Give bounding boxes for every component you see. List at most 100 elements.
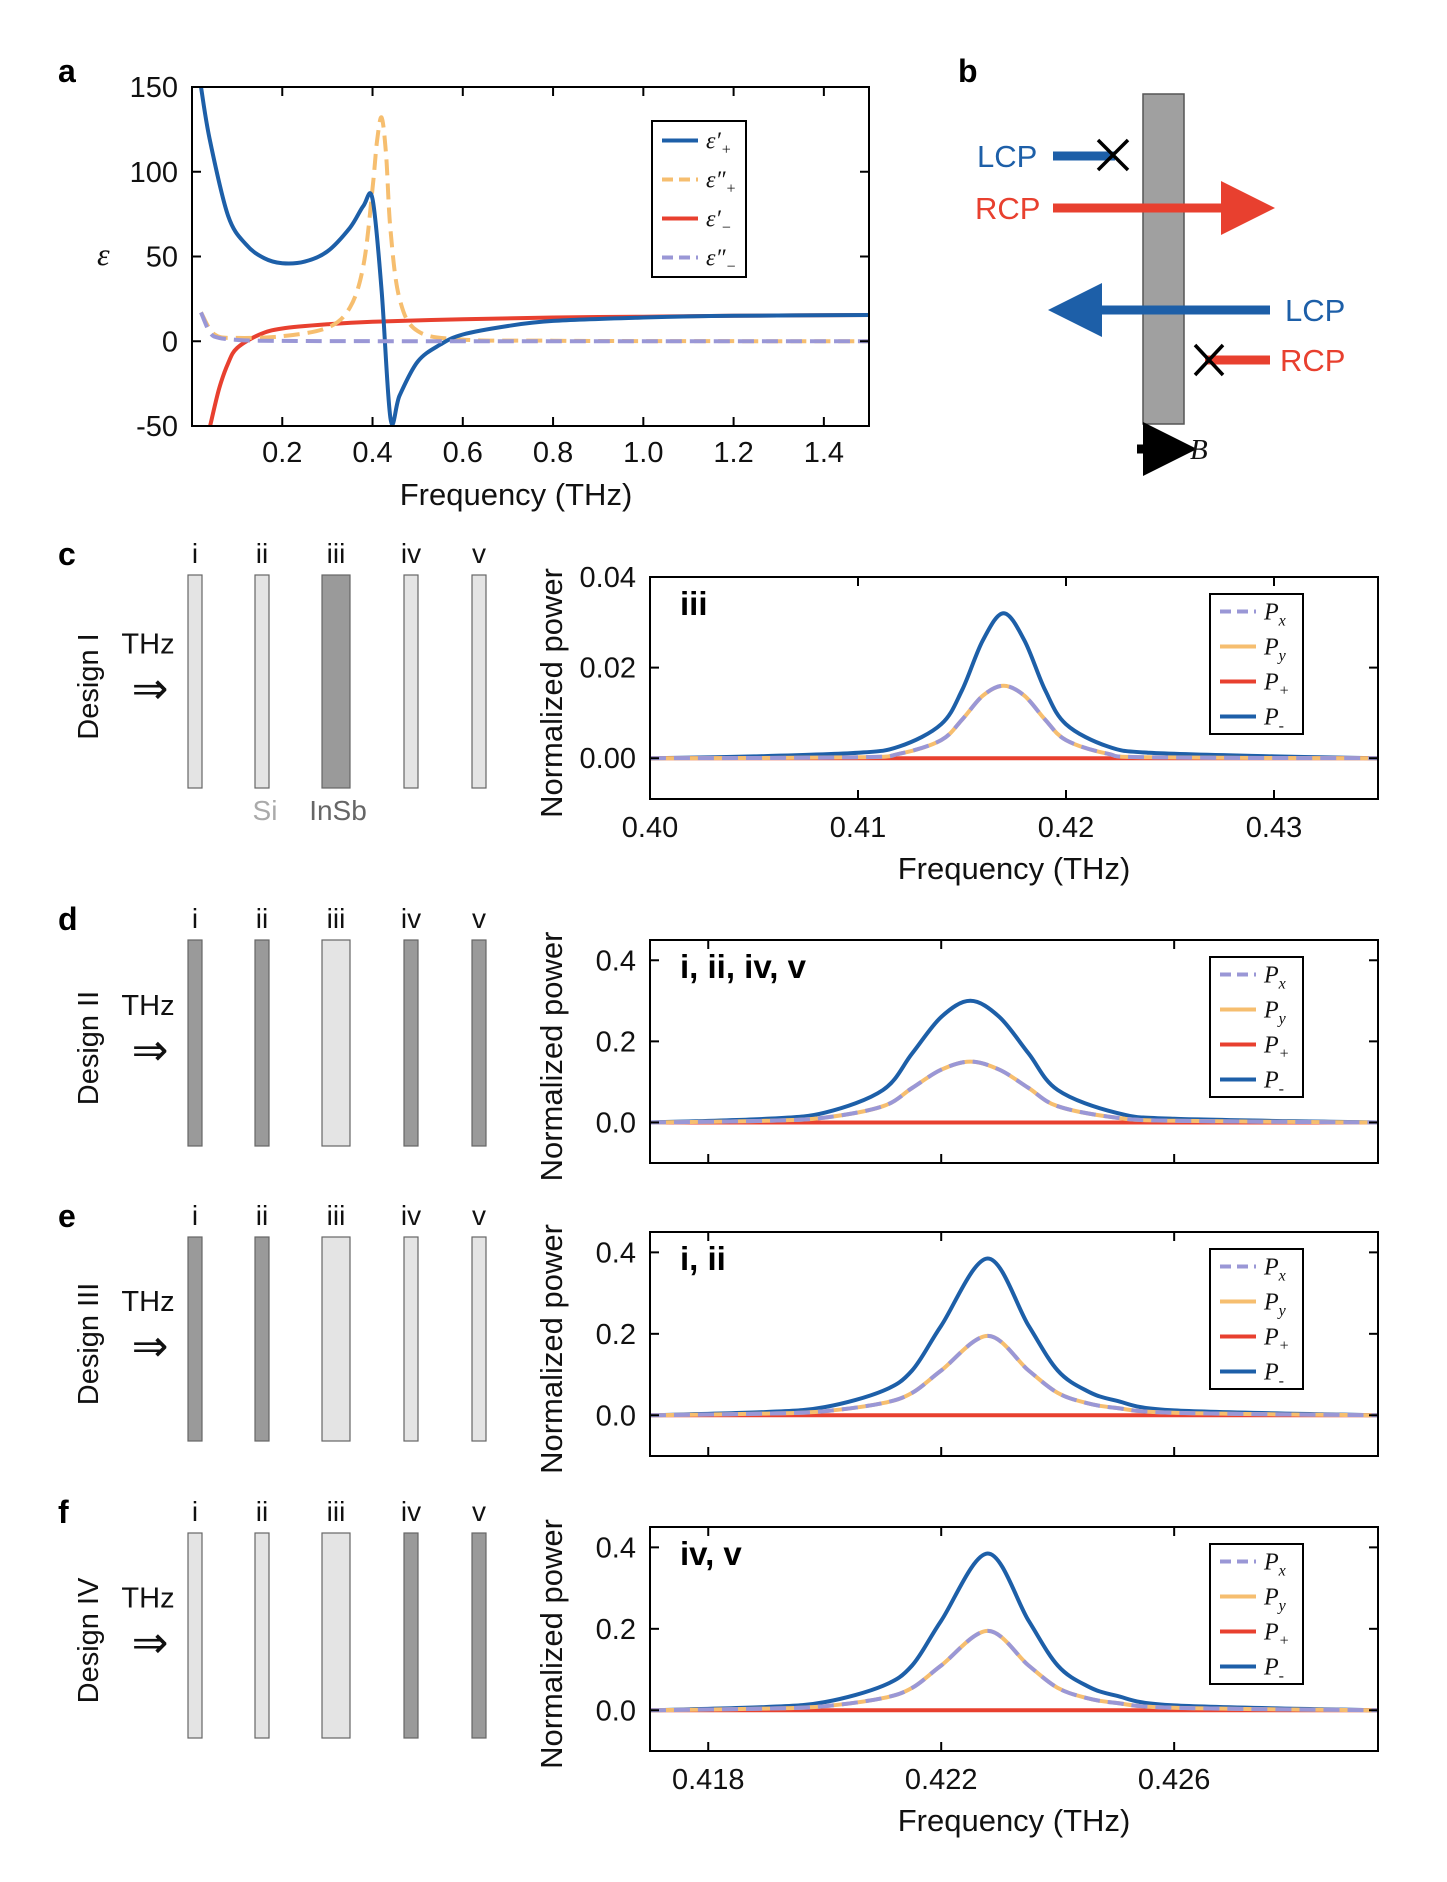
slab-si-iv xyxy=(403,574,419,789)
panel-d-frame xyxy=(649,939,1379,1164)
panel-f-xtick-label: 0.426 xyxy=(1138,1764,1211,1796)
slab-si-v xyxy=(471,574,487,789)
panel-a-series-+ xyxy=(199,115,869,344)
slab-numeral-v: v xyxy=(472,903,486,934)
panel-e-ytick-label: 0.4 xyxy=(596,1237,636,1269)
slab-insb-ii xyxy=(254,1236,270,1442)
panel-c-inset-label: iii xyxy=(680,585,708,622)
slab-numeral-iii: iii xyxy=(327,903,346,934)
slab-insb-v xyxy=(471,939,487,1147)
panel-a-xtick-label: 1.2 xyxy=(713,437,753,469)
panel-f-ytick-label: 0.0 xyxy=(596,1695,636,1727)
slab-numeral-ii: ii xyxy=(256,538,268,569)
panel-c-xlabel: Frequency (THz) xyxy=(898,851,1131,886)
lcp-label-bottom: LCP xyxy=(1285,293,1345,328)
slab-insb-v xyxy=(471,1532,487,1739)
panel-e-series-P- xyxy=(650,1256,1378,1418)
slab-numeral-iv: iv xyxy=(401,1496,421,1527)
panel-a-ytick-label: 100 xyxy=(130,157,178,189)
panel-a-xlabel: Frequency (THz) xyxy=(400,477,633,512)
panel-c-xtick-label: 0.41 xyxy=(830,812,886,844)
slab-si-iii xyxy=(321,1532,351,1739)
slab-numeral-i: i xyxy=(192,903,198,934)
panel-f-inset-label: iv, v xyxy=(680,1535,742,1572)
slab-numeral-iv: iv xyxy=(401,903,421,934)
panel-f-series-Px xyxy=(650,1628,1378,1713)
si-material-label: Si xyxy=(253,795,278,826)
panel-a-ytick-label: 150 xyxy=(130,72,178,104)
panel-a-frame xyxy=(191,86,870,427)
panel-b-diagram: LCP RCP LCP RCP B xyxy=(975,93,1345,476)
panel-d-series-P- xyxy=(650,998,1378,1125)
panel-d-ytick-label: 0.2 xyxy=(596,1026,636,1058)
panel-f-ylabel: Normalized power xyxy=(534,1519,569,1769)
slab-insb-iv xyxy=(403,1532,419,1739)
slab-numeral-iv: iv xyxy=(401,538,421,569)
slab-numeral-i: i xyxy=(192,538,198,569)
panel-f-ytick-label: 0.4 xyxy=(596,1532,636,1564)
rcp-label-top: RCP xyxy=(975,191,1040,226)
panel-a-xtick-label: 0.6 xyxy=(443,437,483,469)
slab-numeral-v: v xyxy=(472,538,486,569)
panel-c-ytick-label: 0.00 xyxy=(580,743,636,775)
panel-c-frame xyxy=(649,576,1379,800)
panel-a-chart: 0.2 0.4 0.6 0.8 1.0 1.2 1.4150100500-50ε′+ε″+ε… xyxy=(130,72,870,469)
slab-numeral-iii: iii xyxy=(327,1200,346,1231)
panel-c-legend xyxy=(1209,593,1304,735)
panel-c-ylabel: Normalized power xyxy=(534,568,569,818)
panel-c-ytick-label: 0.04 xyxy=(580,562,636,594)
panel-e-ylabel: Normalized power xyxy=(534,1224,569,1474)
panel-f-thz-label: THz xyxy=(121,1583,174,1615)
panel-a-ytick-label: 0 xyxy=(162,326,178,358)
panel-f-ytick-label: 0.2 xyxy=(596,1614,636,1646)
panel-c-thz-arrow-icon: ⇒ xyxy=(132,665,169,714)
slab-numeral-i: i xyxy=(192,1200,198,1231)
slab-insb-i xyxy=(187,939,203,1147)
panel-e-thz-arrow-icon: ⇒ xyxy=(132,1322,169,1371)
slab-insb-i xyxy=(187,1236,203,1442)
panel-a-xtick-label: 0.4 xyxy=(352,437,392,469)
panel-c-thz-label: THz xyxy=(121,629,174,661)
panel-f-letter: f xyxy=(58,1494,69,1530)
panel-d-thz-arrow-icon: ⇒ xyxy=(132,1026,169,1075)
rcp-blocked-cross-icon xyxy=(1193,343,1225,377)
panel-b-letter: b xyxy=(958,53,978,89)
panel-a-ylabel: ε xyxy=(97,236,110,272)
panel-f-xtick-label: 0.422 xyxy=(905,1764,978,1796)
panel-a-xtick-label: 1.4 xyxy=(804,437,844,469)
panel-e-legend xyxy=(1209,1248,1304,1390)
panel-f-thz-arrow-icon: ⇒ xyxy=(132,1619,169,1668)
slab-si-i xyxy=(187,574,203,789)
panel-c-xtick-label: 0.40 xyxy=(622,812,678,844)
panel-d-inset-label: i, ii, iv, v xyxy=(680,948,807,985)
panel-c-series-Px xyxy=(650,683,1378,761)
panel-a-ytick-label: 50 xyxy=(146,242,178,274)
panel-f-design-label: Design IV xyxy=(73,1577,105,1703)
slab-numeral-ii: ii xyxy=(256,1496,268,1527)
panel-d-thz-label: THz xyxy=(121,990,174,1022)
panel-d-ytick-label: 0.0 xyxy=(596,1107,636,1139)
panel-f-frame xyxy=(649,1526,1379,1752)
panel-f-legend xyxy=(1209,1543,1304,1685)
slab-numeral-i: i xyxy=(192,1496,198,1527)
panel-a-legend xyxy=(651,120,747,278)
panel-c-design-label: Design I xyxy=(73,633,105,739)
panel-a-xtick-label: 1.0 xyxy=(623,437,663,469)
panel-c-ytick-label: 0.02 xyxy=(580,653,636,685)
panel-e-frame xyxy=(649,1231,1379,1457)
rcp-label-bottom: RCP xyxy=(1280,343,1345,378)
insb-material-label: InSb xyxy=(309,795,367,826)
lcp-label-top: LCP xyxy=(977,139,1037,174)
panel-f-xlabel: Frequency (THz) xyxy=(898,1803,1131,1838)
panel-a-xtick-label: 0.2 xyxy=(262,437,302,469)
slab-si-ii xyxy=(254,1532,270,1739)
slab-numeral-iii: iii xyxy=(327,1496,346,1527)
magnetized-slab xyxy=(1142,93,1185,425)
panel-e-design-label: Design III xyxy=(73,1283,105,1406)
slab-si-i xyxy=(187,1532,203,1739)
panel-e-ytick-label: 0.2 xyxy=(596,1319,636,1351)
